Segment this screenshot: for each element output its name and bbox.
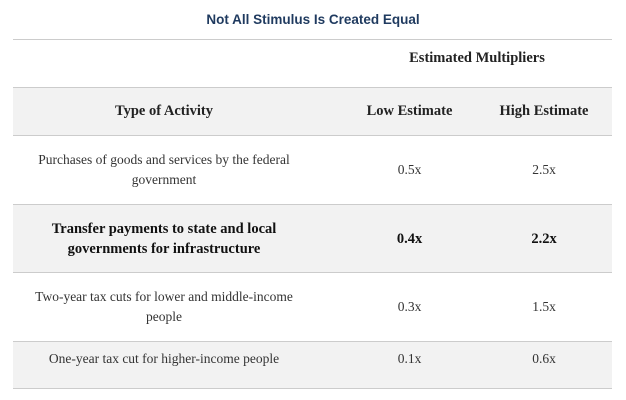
row-4-low: 0.1x xyxy=(397,351,422,366)
table-title: Not All Stimulus Is Created Equal xyxy=(206,12,420,27)
row-1-low: 0.5x xyxy=(397,162,422,177)
rule-header-bottom xyxy=(13,135,612,136)
col-header-activity: Type of Activity xyxy=(115,103,213,119)
header-band xyxy=(13,87,612,135)
row-3-low: 0.3x xyxy=(397,299,422,314)
row-2-high: 2.2x xyxy=(531,230,557,247)
row-4-activity: One-year tax cut for higher-income peopl… xyxy=(48,351,280,366)
row-2-low: 0.4x xyxy=(396,230,423,247)
rule-top xyxy=(13,39,612,40)
row-3-activity: Two-year tax cuts for lower and middle-i… xyxy=(35,289,293,324)
row-2-activity: Transfer payments to state and local gov… xyxy=(51,220,277,257)
rule-row-3 xyxy=(13,341,612,342)
row-1-high: 2.5x xyxy=(532,162,556,177)
row-3-high: 1.5x xyxy=(532,299,556,314)
rule-row-2 xyxy=(13,272,612,273)
rule-header-top xyxy=(13,87,612,88)
row-4-band xyxy=(13,342,612,388)
col-header-high: High Estimate xyxy=(499,103,589,119)
group-header-estimated-multipliers: Estimated Multipliers xyxy=(409,50,545,66)
rule-row-1 xyxy=(13,204,612,205)
row-4-high: 0.6x xyxy=(532,351,556,366)
rule-bottom xyxy=(13,388,612,389)
row-1-activity: Purchases of goods and services by the f… xyxy=(38,152,290,187)
row-2-band xyxy=(13,205,612,272)
col-header-low: Low Estimate xyxy=(366,103,453,119)
